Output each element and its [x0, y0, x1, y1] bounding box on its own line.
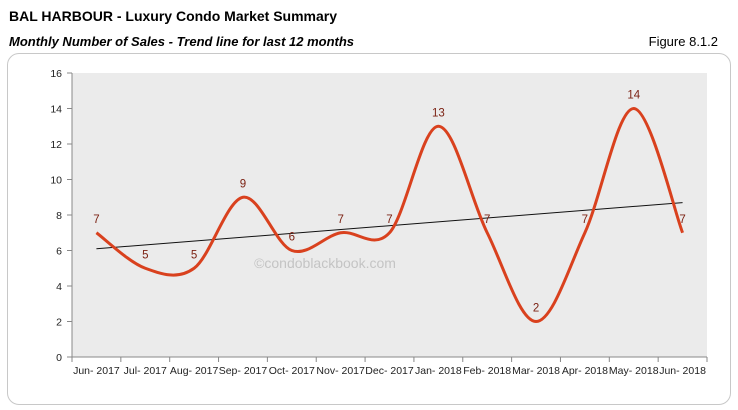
y-tick-label: 6	[56, 246, 62, 258]
data-label: 6	[289, 232, 295, 244]
watermark: ©condoblackbook.com	[254, 255, 396, 271]
x-tick-label: Apr- 2018	[562, 365, 608, 377]
y-tick-label: 16	[50, 68, 62, 80]
figure-number: Figure 8.1.2	[648, 34, 718, 49]
x-axis: Jun- 2017 Jul- 2017 Aug- 2017 Sep- 2017 Oct-…	[71, 356, 708, 377]
data-label: 7	[679, 214, 685, 226]
data-label: 7	[337, 214, 343, 226]
data-label: 7	[582, 214, 588, 226]
y-tick-label: 10	[50, 175, 62, 187]
x-tick-label: Oct- 2017	[269, 365, 315, 377]
y-tick-label: 2	[56, 317, 62, 329]
x-tick-label: Sep- 2017	[219, 365, 268, 377]
data-labels: 7 5 5 9 6 7 7 13 7 2 7 14 7	[93, 90, 686, 315]
data-label: 2	[533, 303, 539, 315]
x-tick-label: Nov- 2017	[316, 365, 365, 377]
series-line	[95, 107, 684, 323]
y-tick-label: 12	[50, 139, 62, 151]
x-tick-label: Aug- 2017	[170, 365, 219, 377]
data-label: 7	[93, 214, 99, 226]
plot-area	[72, 73, 707, 357]
data-label: 5	[142, 249, 148, 261]
x-tick-label: Jul- 2017	[124, 365, 167, 377]
x-tick-label: Jan- 2018	[415, 365, 462, 377]
data-label: 13	[432, 107, 445, 119]
x-tick-label: May- 2018	[609, 365, 659, 377]
data-label: 5	[191, 249, 197, 261]
x-tick-label: Mar- 2018	[512, 365, 560, 377]
x-tick-label: Dec- 2017	[365, 365, 414, 377]
data-label: 7	[386, 214, 392, 226]
x-tick-label: Jun- 2017	[73, 365, 120, 377]
trend-line	[96, 202, 683, 250]
y-tick-label: 0	[56, 352, 62, 364]
y-axis: 0 2 4 6 8 10 12 14 16	[50, 68, 73, 364]
chart-subtitle: Monthly Number of Sales - Trend line for…	[9, 34, 355, 49]
x-tick-label: Feb- 2018	[463, 365, 511, 377]
chart-title: BAL HARBOUR - Luxury Condo Market Summar…	[9, 8, 338, 24]
data-label: 14	[627, 90, 640, 102]
y-tick-label: 4	[56, 281, 62, 293]
data-label: 7	[484, 214, 490, 226]
y-tick-label: 8	[56, 210, 62, 222]
data-label: 9	[240, 178, 246, 190]
y-tick-label: 14	[50, 104, 62, 116]
x-tick-label: Jun- 2018	[659, 365, 706, 377]
